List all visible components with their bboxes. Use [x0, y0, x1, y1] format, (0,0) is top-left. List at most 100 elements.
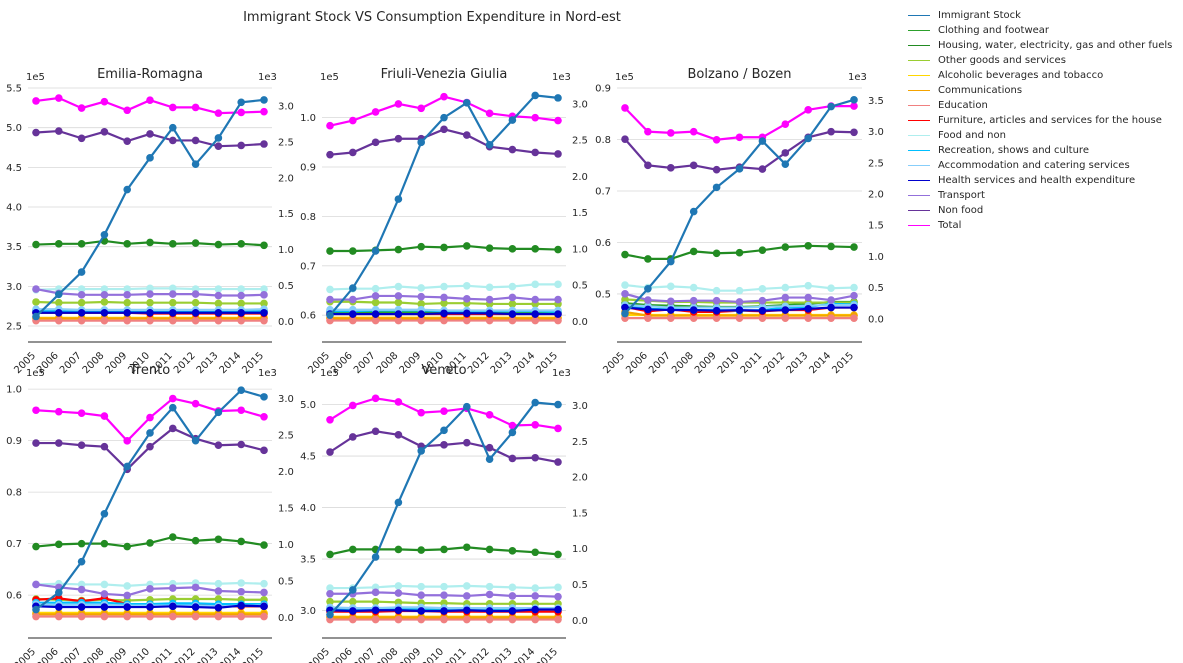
legend-item: Immigrant Stock [908, 8, 1172, 23]
data-point [667, 297, 675, 306]
x-tick-label: 2009 [104, 350, 130, 376]
data-point [237, 601, 245, 610]
data-point [55, 407, 63, 416]
data-point [146, 238, 154, 247]
data-point [758, 285, 767, 293]
data-point [371, 553, 380, 561]
series-food-and-non [621, 281, 858, 295]
data-point [349, 615, 357, 624]
data-point [32, 605, 40, 614]
data-point [326, 448, 334, 456]
data-point [260, 612, 268, 621]
data-point [827, 127, 835, 136]
data-point [554, 310, 562, 318]
data-point [485, 443, 494, 452]
right-tick-label: 1.5 [278, 503, 294, 514]
data-point [417, 546, 426, 554]
data-point [146, 96, 154, 105]
data-point [100, 285, 109, 293]
data-point [123, 298, 131, 307]
data-point [804, 314, 812, 322]
x-tick-label: 2007 [352, 350, 378, 376]
data-point [781, 314, 790, 322]
data-point [508, 547, 517, 555]
legend-label: Clothing and footwear [938, 25, 1050, 36]
legend-swatch [908, 105, 930, 106]
data-point [827, 296, 835, 304]
data-point [146, 539, 154, 547]
chart-legend: Immigrant Stock Clothing and footwear Hous… [908, 8, 1172, 233]
legend-label: Total [938, 220, 962, 231]
data-point [146, 413, 154, 422]
x-tick-label: 2005 [601, 350, 627, 376]
data-point [77, 585, 86, 594]
data-point [169, 103, 177, 112]
data-point [781, 160, 790, 169]
series-transport [326, 292, 562, 304]
data-point [394, 100, 403, 108]
series-transport [326, 588, 562, 601]
data-point [621, 295, 629, 304]
data-point [237, 308, 245, 317]
data-point [417, 300, 426, 308]
left-tick-label: 5.0 [6, 123, 22, 134]
data-point [100, 316, 109, 325]
data-point [781, 293, 790, 302]
data-point [260, 291, 268, 299]
left-tick-label: 3.0 [6, 282, 22, 293]
data-point [531, 592, 539, 600]
right-tick-label: 0.5 [572, 281, 588, 292]
left-tick-label: 3.5 [300, 555, 316, 566]
data-point [123, 291, 131, 299]
series-health-services-and-health-expenditure [621, 303, 858, 315]
data-point [77, 603, 86, 611]
data-point [712, 306, 721, 315]
data-point [485, 607, 494, 615]
data-point [531, 295, 539, 304]
data-point [260, 96, 268, 104]
data-point [804, 304, 812, 313]
data-point [100, 509, 109, 518]
left-tick-label: 1.0 [6, 385, 22, 396]
data-point [349, 433, 357, 441]
x-tick-label: 2015 [240, 646, 266, 663]
data-point [394, 589, 403, 597]
data-point [371, 427, 380, 436]
data-point [850, 291, 858, 300]
right-tick-label: 1.5 [278, 209, 294, 220]
data-point [146, 284, 154, 293]
data-point [417, 607, 426, 615]
figure-title: Immigrant Stock VS Consumption Expenditu… [243, 10, 621, 25]
data-point [850, 283, 858, 292]
right-tick-label: 0.0 [278, 613, 294, 624]
legend-swatch [908, 180, 930, 181]
data-point [554, 295, 562, 304]
x-tick-label: 2011 [149, 646, 175, 663]
data-point [463, 582, 471, 590]
data-point [417, 138, 426, 147]
data-point [440, 309, 448, 318]
series-total [32, 394, 268, 445]
legend-swatch [908, 60, 930, 61]
data-point [326, 311, 334, 319]
data-point [214, 142, 223, 150]
data-point [440, 92, 448, 101]
data-point [146, 585, 154, 593]
series-housing-water-electricity-gas-and-other-fuels [621, 241, 858, 263]
data-point [531, 421, 539, 429]
series-health-services-and-health-expenditure [326, 605, 562, 615]
data-point [463, 99, 471, 107]
data-point [77, 539, 86, 548]
right-tick-label: 3.0 [278, 101, 294, 112]
data-point [554, 424, 562, 433]
data-point [214, 134, 223, 142]
data-point [667, 257, 675, 266]
data-point [214, 535, 223, 544]
data-point [508, 615, 517, 624]
data-point [214, 587, 223, 595]
x-tick-label: 2014 [218, 646, 244, 663]
left-tick-label: 0.9 [6, 436, 22, 447]
data-point [191, 399, 200, 408]
series-non-food [326, 427, 562, 466]
data-point [644, 296, 652, 304]
